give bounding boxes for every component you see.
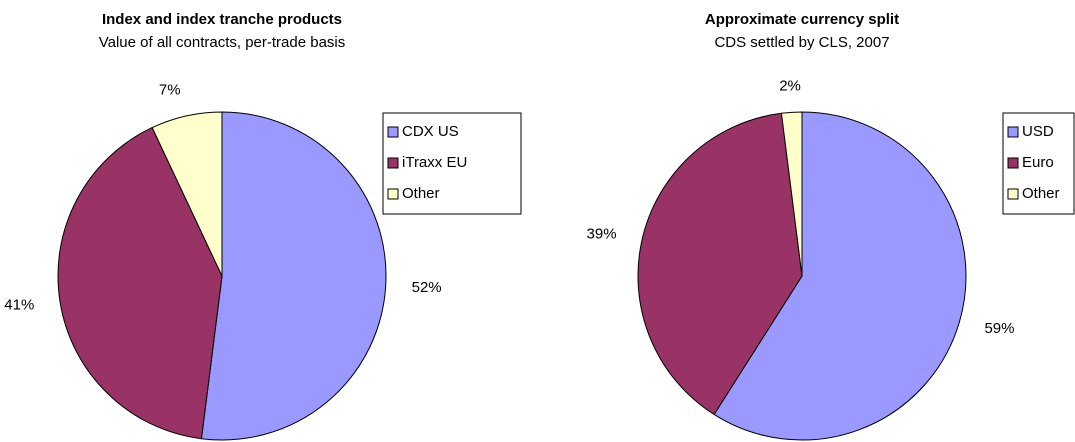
data-label: 7% <box>159 82 181 99</box>
legend-label: Other <box>1022 185 1060 202</box>
pie-slice <box>200 111 387 441</box>
legend-swatch <box>1007 157 1019 169</box>
legend-label: iTraxx EU <box>402 154 467 171</box>
pie-slice <box>151 111 223 277</box>
legend-swatch <box>387 126 399 138</box>
data-label: 2% <box>779 77 801 94</box>
legend-label: USD <box>1022 123 1054 140</box>
chart-title: Approximate currency split <box>705 11 899 28</box>
legend-label: Euro <box>1022 154 1054 171</box>
pie-slice <box>780 111 803 277</box>
legend-swatch <box>387 157 399 169</box>
chart-subtitle: CDS settled by CLS, 2007 <box>714 34 889 51</box>
legend-swatch <box>387 188 399 200</box>
data-label: 52% <box>412 279 442 296</box>
pie-slice <box>57 126 223 440</box>
pie-slice <box>713 111 967 441</box>
data-label: 41% <box>4 297 34 314</box>
chart-title: Index and index tranche products <box>102 11 342 28</box>
legend-swatch <box>1007 188 1019 200</box>
legend-box <box>382 112 522 215</box>
data-label: 59% <box>984 320 1014 337</box>
legend-label: CDX US <box>402 123 459 140</box>
pie-slice <box>637 112 803 416</box>
legend-swatch <box>1007 126 1019 138</box>
chart-subtitle: Value of all contracts, per-trade basis <box>99 34 346 51</box>
data-label: 39% <box>587 226 617 243</box>
legend-label: Other <box>402 185 440 202</box>
